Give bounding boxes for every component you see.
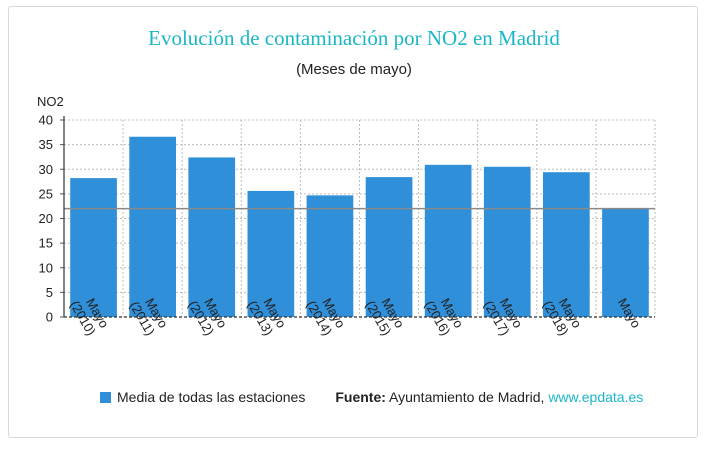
bar — [543, 172, 590, 317]
y-tick-labels: 0 5 10 15 20 25 30 35 40 — [39, 113, 53, 325]
source-label: Fuente: — [335, 389, 386, 405]
bar — [129, 136, 176, 317]
bar — [70, 178, 117, 317]
y-tick-label: 35 — [39, 137, 53, 152]
legend-label: Media de todas las estaciones — [117, 389, 306, 405]
y-tick-label: 40 — [39, 113, 53, 128]
source-text: Ayuntamiento de Madrid, — [385, 389, 549, 405]
legend-swatch — [100, 391, 111, 403]
y-tick-label: 10 — [39, 260, 53, 275]
bar — [188, 157, 236, 317]
chart-bars — [70, 136, 649, 317]
source-link[interactable]: www.epdata.es — [548, 389, 644, 405]
y-axis-label: NO2 — [37, 94, 64, 109]
bar — [424, 164, 472, 317]
y-tick-label: 20 — [39, 211, 53, 226]
x-tick-label: Mayo(2012) — [185, 290, 230, 338]
bar — [306, 195, 354, 317]
y-tick-label: 30 — [39, 162, 53, 177]
bar — [483, 166, 531, 317]
chart-subtitle: (Meses de mayo) — [296, 61, 412, 78]
y-tick-label: 15 — [39, 236, 53, 251]
chart-title: Evolución de contaminación por NO2 en Ma… — [148, 26, 560, 50]
y-tick-label: 0 — [46, 310, 53, 325]
bar — [365, 177, 413, 317]
source-note: Fuente: Ayuntamiento de Madrid, www.epda… — [335, 389, 643, 405]
bar — [247, 190, 295, 317]
y-tick-label: 5 — [46, 285, 53, 300]
chart-axes — [60, 116, 655, 318]
bar — [602, 208, 649, 317]
legend: Media de todas las estaciones Fuente: Ay… — [100, 389, 643, 405]
y-tick-label: 25 — [39, 186, 53, 201]
